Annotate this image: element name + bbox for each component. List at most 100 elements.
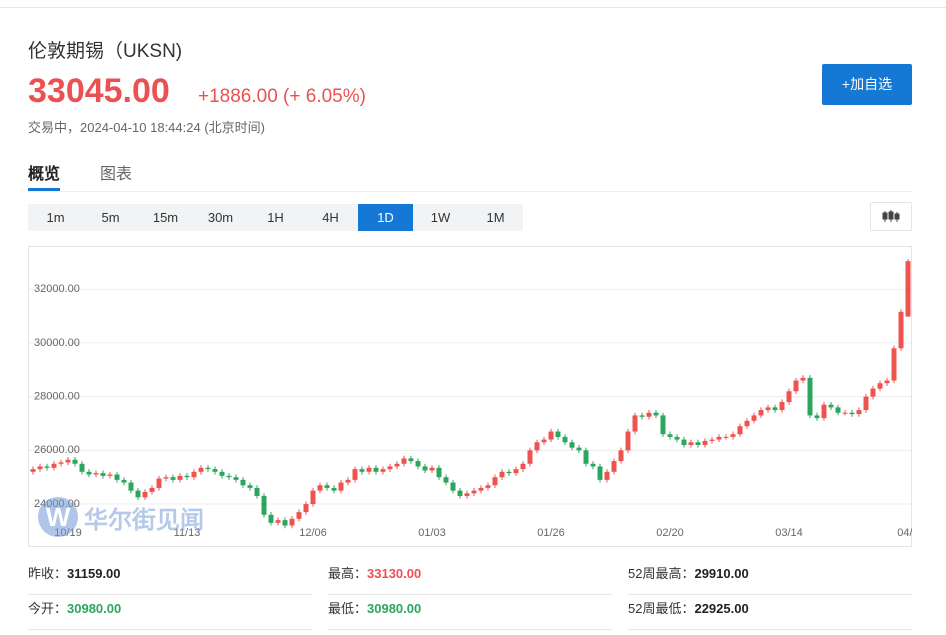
candle-body xyxy=(191,471,197,478)
candle-body xyxy=(86,471,92,475)
candle-body xyxy=(548,431,554,440)
tab-bar xyxy=(28,191,912,192)
candle-body xyxy=(93,473,99,475)
candle-body xyxy=(520,463,526,470)
interval-button[interactable]: 15m xyxy=(152,210,179,225)
candle-body xyxy=(527,450,533,464)
candle-body xyxy=(569,442,575,448)
candle-body xyxy=(905,261,911,317)
chart-type-button[interactable] xyxy=(870,202,912,231)
interval-button[interactable]: 4H xyxy=(322,210,339,225)
candle-body xyxy=(247,485,253,488)
stat-value: 30980.00 xyxy=(367,601,422,616)
interval-button[interactable]: 1M xyxy=(486,210,505,225)
x-tick-label: 04/1 xyxy=(897,527,912,539)
candle-body xyxy=(625,431,631,451)
candle-body xyxy=(478,487,484,491)
candle-body xyxy=(37,466,43,470)
tab-indicator xyxy=(28,188,60,191)
candle-body xyxy=(562,436,568,443)
candle-body xyxy=(394,463,400,467)
tab[interactable]: 概览 xyxy=(28,166,61,183)
candle-body xyxy=(632,415,638,432)
candle-body xyxy=(142,491,148,498)
candle-body xyxy=(457,490,463,496)
instrument-title: 伦敦期锡（UKSN) xyxy=(28,41,183,62)
candle-body xyxy=(513,469,519,474)
candle-body xyxy=(415,461,421,467)
stat-label: 最高： xyxy=(328,566,368,581)
candle-body xyxy=(597,466,603,480)
candle-body xyxy=(583,450,589,464)
stat-row: 今开：30980.00 xyxy=(28,595,312,630)
candle-body xyxy=(261,495,267,515)
candle-body xyxy=(380,469,386,472)
interval-button[interactable]: 1H xyxy=(267,210,284,225)
candle-body xyxy=(331,487,337,491)
candle-body xyxy=(464,493,470,496)
candle-body xyxy=(765,407,771,411)
candle-body xyxy=(807,377,813,416)
x-tick-label: 02/20 xyxy=(656,527,684,539)
candle-body xyxy=(828,404,834,408)
candle-body xyxy=(345,479,351,483)
candle-body xyxy=(877,383,883,389)
chart-frame xyxy=(28,246,912,547)
interval-button[interactable]: 1m xyxy=(46,210,65,225)
stat-value: 33130.00 xyxy=(367,566,422,581)
candle-body xyxy=(835,407,841,413)
x-tick-label: 03/14 xyxy=(775,527,803,539)
candle-body xyxy=(688,442,694,445)
candle-body xyxy=(177,475,183,480)
candle-body xyxy=(254,487,260,496)
stat-row: 52周最低：22925.00 xyxy=(628,595,912,630)
y-tick-label: 32000.00 xyxy=(34,283,80,295)
candle-body xyxy=(240,479,246,486)
candle-body xyxy=(282,520,288,526)
interval-button[interactable]: 1D xyxy=(358,204,413,231)
candle-body xyxy=(114,474,120,480)
candle-body xyxy=(107,474,113,476)
candle-body xyxy=(443,477,449,483)
candle-body xyxy=(121,479,127,483)
candle-body xyxy=(709,439,715,441)
candle-body xyxy=(366,467,372,472)
candle-body xyxy=(128,482,134,491)
candle-body xyxy=(401,458,407,464)
candle-body xyxy=(310,490,316,505)
add-watchlist-button[interactable]: +加自选 xyxy=(822,64,912,105)
stat-row: 52周最高：29910.00 xyxy=(628,560,912,595)
candle-body xyxy=(814,415,820,419)
interval-button[interactable]: 5m xyxy=(101,210,120,225)
candle-body xyxy=(786,391,792,403)
candle-body xyxy=(856,410,862,415)
candle-body xyxy=(359,469,365,472)
candle-body xyxy=(338,482,344,491)
candle-body xyxy=(863,396,869,411)
candle-body xyxy=(303,504,309,513)
candle-body xyxy=(79,463,85,472)
candle-body xyxy=(506,471,512,474)
candle-body xyxy=(695,442,701,445)
x-tick-label: 01/03 xyxy=(418,527,446,539)
interval-button[interactable]: 30m xyxy=(207,210,234,225)
y-tick-label: 30000.00 xyxy=(34,337,80,349)
candle-body xyxy=(72,459,78,464)
candle-body xyxy=(492,477,498,486)
candle-body xyxy=(800,377,806,381)
candle-body xyxy=(723,436,729,438)
candle-body xyxy=(660,415,666,435)
candle-body xyxy=(163,477,169,479)
candle-body xyxy=(541,439,547,443)
candle-body xyxy=(226,475,232,478)
interval-button[interactable]: 1W xyxy=(430,210,451,225)
candle-body xyxy=(205,467,211,470)
candle-body xyxy=(58,462,64,464)
tab[interactable]: 图表 xyxy=(100,166,133,183)
y-tick-label: 26000.00 xyxy=(34,444,80,456)
price-change: +1886.00 (+ 6.05%) xyxy=(198,86,366,107)
candle-body xyxy=(170,477,176,480)
candle-body xyxy=(44,466,50,468)
candle-body xyxy=(135,490,141,498)
